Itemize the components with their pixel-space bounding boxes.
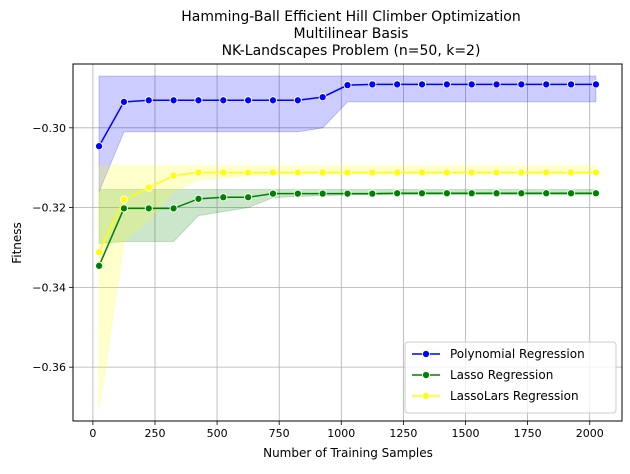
y-tick-label: −0.30 (32, 122, 66, 135)
data-point (219, 168, 228, 177)
data-point (591, 168, 600, 177)
data-point (95, 248, 104, 257)
data-point (368, 189, 377, 198)
data-point (591, 189, 600, 198)
chart-title-line-1: Hamming-Ball Efficient Hill Climber Opti… (181, 9, 521, 25)
chart-title-line-3: NK-Landscapes Problem (n=50, k=2) (222, 43, 481, 59)
data-point (492, 168, 501, 177)
x-tick-label: 250 (144, 427, 165, 440)
data-point (417, 80, 427, 89)
data-point (567, 189, 576, 198)
data-point (119, 195, 128, 204)
data-point (442, 80, 451, 89)
x-tick-label: 1000 (327, 427, 355, 440)
confidence-band (98, 75, 597, 192)
data-point (318, 93, 327, 102)
data-point (343, 189, 352, 198)
data-point (442, 168, 451, 177)
y-tick-label: −0.32 (32, 202, 66, 215)
data-point (293, 96, 302, 105)
data-point (169, 204, 178, 213)
data-point (268, 189, 278, 198)
data-point (293, 189, 302, 198)
data-point (542, 189, 551, 198)
x-tick-label: 1500 (451, 427, 479, 440)
data-point (343, 81, 352, 90)
x-axis-label: Number of Training Samples (263, 446, 433, 460)
y-tick-label: −0.34 (32, 281, 66, 294)
data-point (268, 96, 278, 105)
plot-area-frame (72, 63, 623, 422)
legend-label: Polynomial Regression (450, 347, 585, 361)
data-point (417, 189, 427, 198)
data-point (368, 80, 377, 89)
data-point (542, 168, 551, 177)
x-tick-label: 2000 (576, 427, 604, 440)
data-point (343, 168, 352, 177)
legend-swatch-marker (421, 391, 431, 401)
data-point (119, 97, 128, 106)
y-axis-label: Fitness (10, 222, 24, 264)
legend-box (404, 341, 617, 414)
x-tick-label: 750 (269, 427, 290, 440)
data-point (467, 189, 476, 198)
data-point (517, 80, 526, 89)
x-tick-label: 1750 (514, 427, 542, 440)
x-axis-ticks: 0 250 500 750 1000 1250 1500 1750 2000 (89, 421, 604, 440)
data-point (492, 189, 501, 198)
data-point (194, 168, 203, 177)
data-point (219, 96, 228, 105)
data-point (393, 168, 402, 177)
data-point (119, 204, 128, 213)
data-point (467, 80, 476, 89)
data-point (591, 80, 600, 89)
legend-items: Polynomial Regression Lasso Regression Las… (412, 347, 585, 403)
data-point (542, 80, 551, 89)
data-point (95, 261, 104, 270)
data-point (293, 168, 302, 177)
data-point (318, 189, 327, 198)
data-point (467, 168, 476, 177)
data-point (318, 168, 327, 177)
data-point (417, 168, 427, 177)
data-point (169, 96, 178, 105)
data-point (442, 189, 451, 198)
confidence-band (98, 189, 597, 244)
data-point (517, 189, 526, 198)
data-point (393, 80, 402, 89)
y-axis-ticks: −0.30 −0.32 −0.34 −0.36 (32, 122, 73, 374)
data-point (393, 189, 402, 198)
legend-label: LassoLars Regression (450, 389, 579, 403)
series-markers (95, 80, 600, 270)
data-point (244, 193, 253, 202)
data-point (169, 171, 178, 180)
data-point (567, 168, 576, 177)
x-tick-label: 0 (89, 427, 96, 440)
data-point (492, 80, 501, 89)
data-point (144, 183, 153, 192)
legend-swatch-marker (421, 349, 431, 359)
data-point (144, 96, 153, 105)
y-tick-label: −0.36 (32, 361, 66, 374)
data-point (95, 142, 104, 151)
data-point (567, 80, 576, 89)
data-point (268, 168, 278, 177)
data-point (194, 194, 203, 203)
chart-legend: Polynomial Regression Lasso Regression Las… (404, 341, 617, 414)
data-point (368, 168, 377, 177)
data-point (194, 96, 203, 105)
data-point (244, 168, 253, 177)
data-point (219, 193, 228, 202)
x-tick-label: 500 (207, 427, 228, 440)
legend-label: Lasso Regression (450, 368, 553, 382)
legend-swatch-marker (421, 370, 431, 380)
data-point (517, 168, 526, 177)
data-point (244, 96, 253, 105)
chart-title-line-2: Multilinear Basis (294, 26, 409, 42)
data-point (144, 204, 153, 213)
x-tick-label: 1250 (389, 427, 417, 440)
